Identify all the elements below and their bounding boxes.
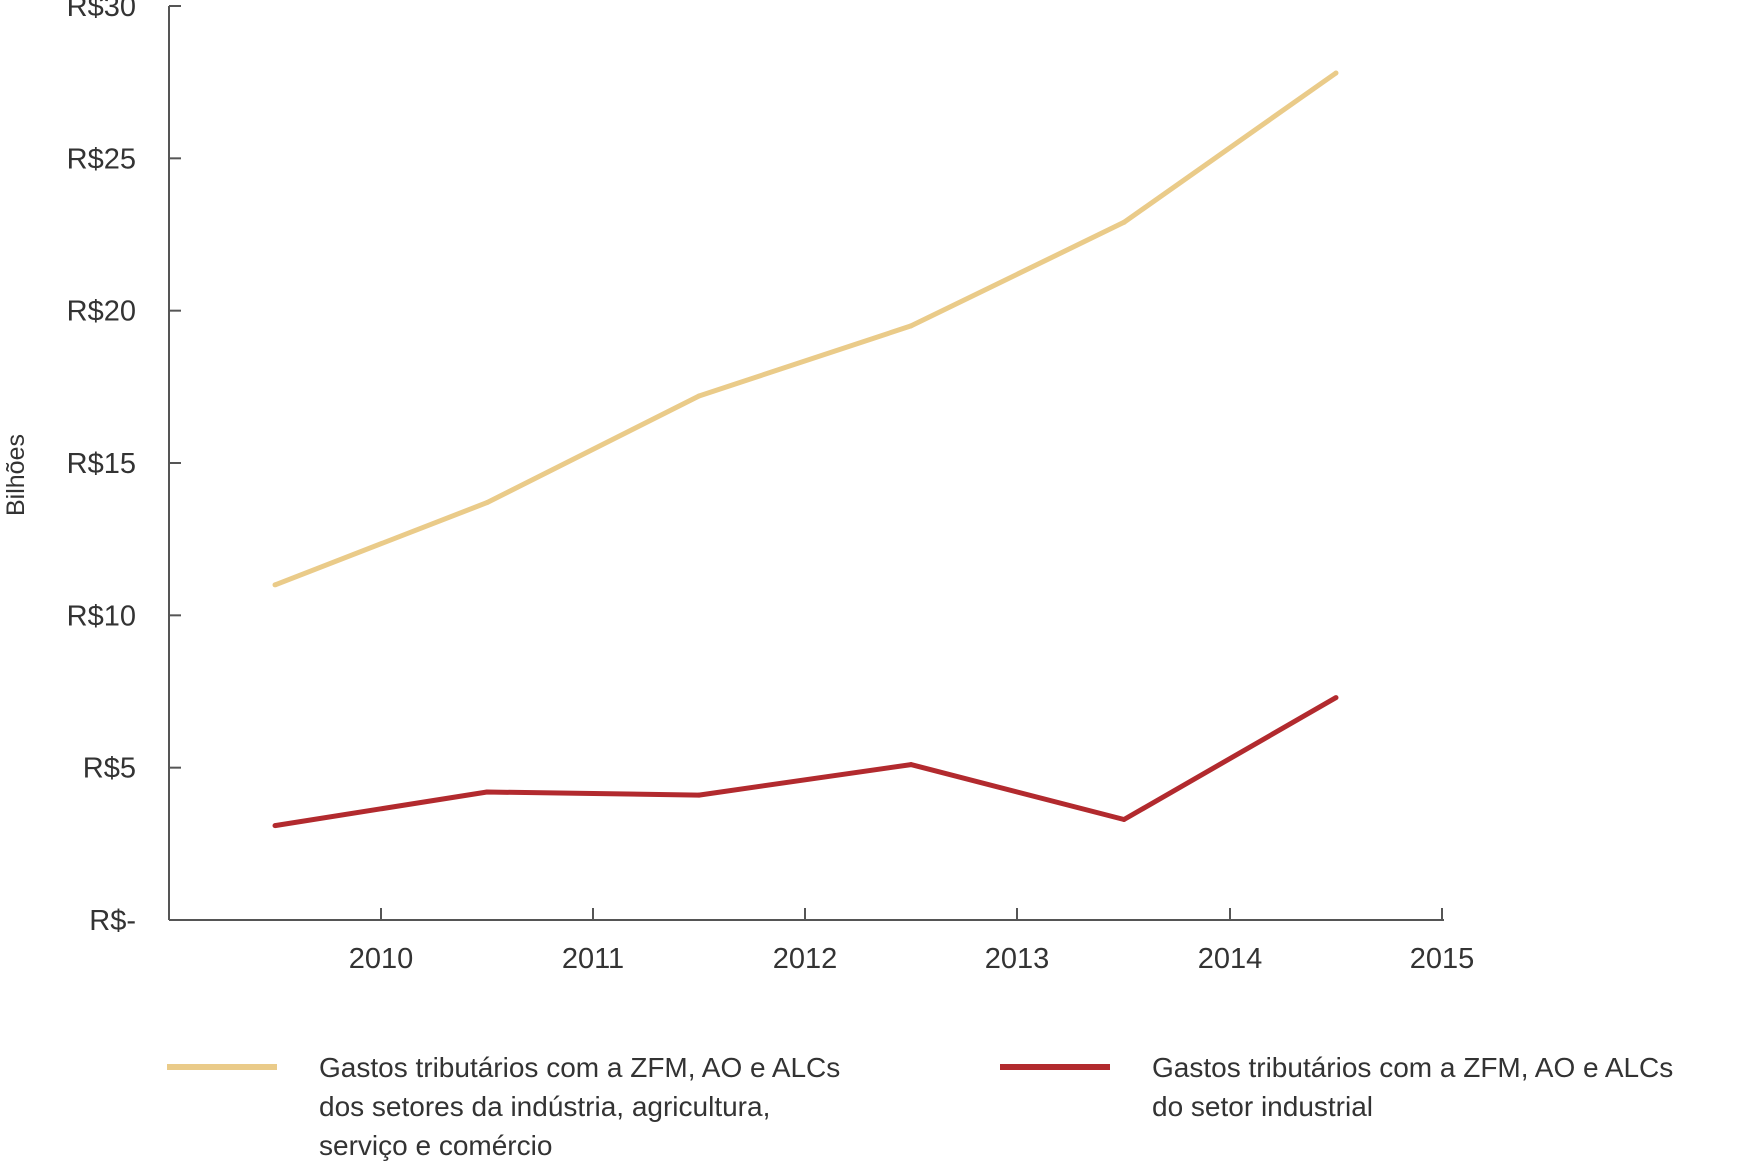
data-point-series-1	[484, 500, 490, 506]
y-tick-label: R$20	[67, 296, 136, 328]
y-axis-title: Bilhões	[2, 434, 30, 516]
x-tick-label: 2015	[1410, 943, 1475, 975]
data-point-series-2	[272, 823, 278, 829]
y-tick-label: R$30	[67, 0, 136, 23]
series-line-2	[274, 695, 1338, 829]
y-tick-label: R$-	[89, 905, 136, 937]
data-point-series-1	[696, 393, 702, 399]
data-point-series-1	[908, 323, 914, 329]
y-tick-label: R$5	[83, 753, 136, 785]
x-tick-label: 2010	[349, 943, 414, 975]
data-point-series-1	[272, 582, 278, 588]
y-tick-label: R$10	[67, 600, 136, 632]
data-point-series-2	[484, 789, 490, 795]
data-point-series-2	[1333, 695, 1339, 701]
legend-item-series-1: Gastos tributários com a ZFM, AO e ALCs …	[167, 1048, 840, 1165]
data-point-series-2	[908, 762, 914, 768]
x-tick-label: 2012	[773, 943, 838, 975]
data-point-series-2	[1121, 817, 1127, 822]
x-tick-label: 2013	[985, 943, 1050, 975]
y-tick-label: R$25	[67, 143, 136, 175]
data-point-series-1	[1121, 219, 1127, 225]
legend-swatch-series-2	[1000, 1064, 1110, 1070]
data-point-series-1	[1333, 70, 1339, 76]
legend-swatch-series-1	[167, 1064, 277, 1070]
data-point-series-2	[696, 792, 702, 798]
legend-label-series-1: Gastos tributários com a ZFM, AO e ALCs …	[319, 1052, 841, 1161]
legend-label-series-2: Gastos tributários com a ZFM, AO e ALCs …	[1152, 1052, 1674, 1122]
x-tick-label: 2011	[562, 943, 624, 975]
y-axis: R$- R$5 R$10 R$15 R$20 R$25 R$30	[67, 0, 181, 937]
series-line-1	[274, 70, 1338, 588]
x-tick-label: 2014	[1198, 943, 1263, 975]
legend-item-series-2: Gastos tributários com a ZFM, AO e ALCs …	[1000, 1048, 1673, 1126]
x-axis: 2010 2011 2012 2013 2014 2015	[169, 908, 1474, 975]
y-tick-label: R$15	[67, 448, 136, 480]
